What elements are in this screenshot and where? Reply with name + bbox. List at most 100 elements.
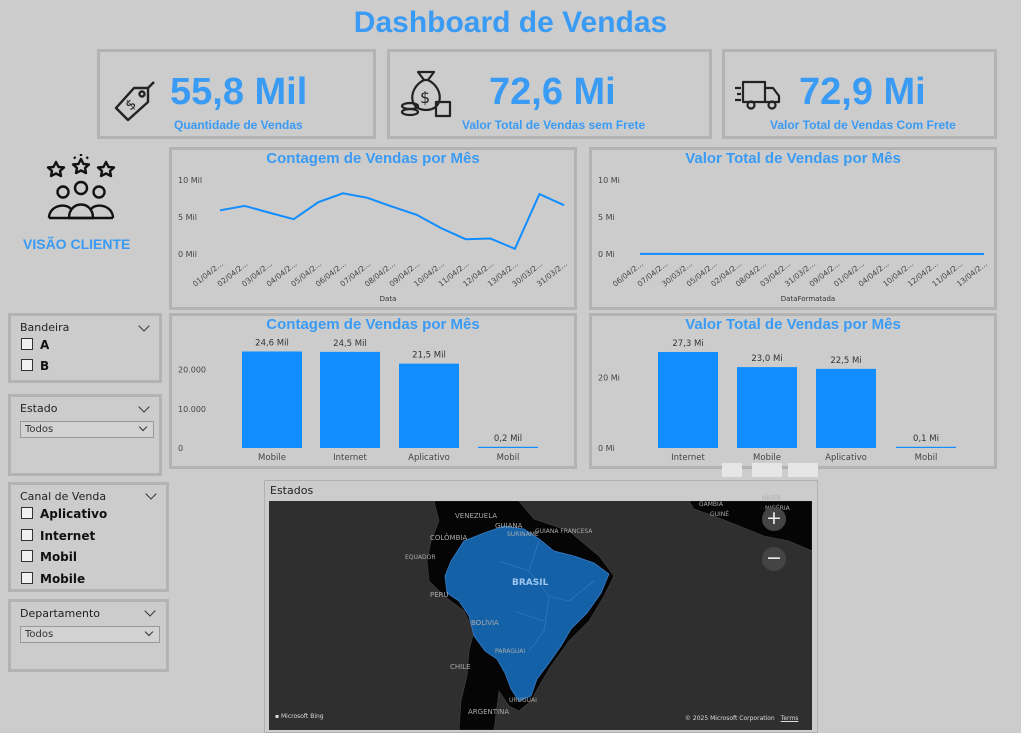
bing-label: Microsoft Bing [280, 713, 324, 720]
more-options-icon[interactable] [788, 463, 818, 477]
slicer-title: Estado [20, 402, 58, 415]
y-tick-label: 10.000 [178, 405, 206, 414]
map-label-uruguai: URUGUAI [509, 697, 537, 704]
copyright-text: © 2025 Microsoft Corporation [685, 715, 775, 722]
slicer-canal-de-venda: Canal de Venda Aplicativo Internet Mobil… [8, 482, 169, 592]
map-label-niger: NÍGER [762, 495, 781, 502]
map-label-guiana: GUIANA [495, 522, 523, 530]
kpi-label: Quantidade de Vendas [174, 118, 303, 132]
checkbox[interactable] [21, 359, 33, 371]
slicer-option-a[interactable]: A [21, 338, 49, 352]
brazil-region[interactable] [444, 525, 610, 702]
delivery-truck-icon [735, 80, 781, 110]
map-label-paraguai: PARAGUAI [495, 648, 526, 655]
series-line [219, 192, 565, 251]
terms-link[interactable]: Terms [780, 715, 799, 722]
map-label-chile: CHILE [450, 663, 471, 671]
slicer-estado: Estado Todos [8, 394, 162, 476]
estado-dropdown[interactable]: Todos [20, 421, 154, 438]
checkbox[interactable] [21, 550, 33, 562]
chevron-down-icon[interactable] [138, 320, 150, 332]
slicer-option-mobil[interactable]: Mobil [21, 550, 77, 564]
x-tick-label: Mobil [915, 453, 938, 463]
map-label-peru: PERU [430, 591, 449, 599]
checkbox[interactable] [21, 572, 33, 584]
x-tick-label: Aplicativo [408, 453, 450, 463]
kpi-card-quantity: $ 55,8 Mil Quantidade de Vendas [97, 49, 376, 139]
focus-mode-icon[interactable] [752, 463, 782, 477]
x-tick-label: Mobile [753, 453, 781, 463]
y-tick-label: 10 Mi [598, 176, 620, 185]
customer-rating-icon [46, 154, 116, 220]
slicer-departamento: Departamento Todos [8, 599, 169, 672]
dropdown-value: Todos [25, 629, 54, 640]
bar [658, 351, 718, 448]
bar [816, 368, 876, 448]
zoom-in-button[interactable]: + [762, 507, 786, 531]
map-label-bolivia: BOLÍVIA [471, 619, 499, 627]
chevron-down-icon[interactable] [138, 401, 150, 413]
data-label: 0,1 Mi [913, 434, 939, 444]
map-title: Estados [270, 484, 314, 497]
map-visual: Estados VENEZUELA GUIANA SURINAME GUIANA… [264, 480, 818, 733]
y-tick-label: 10 Mil [178, 176, 202, 185]
slicer-bandeira: Bandeira A B [8, 313, 162, 383]
bar [478, 446, 538, 448]
line-chart-sales-count: Contagem de Vendas por Mês 0 Mil 5 Mil 10 … [169, 147, 577, 310]
page-title: Dashboard de Vendas [353, 6, 668, 39]
chevron-down-icon [144, 627, 154, 637]
data-label: 24,6 Mil [255, 338, 289, 348]
x-tick-label: Internet [333, 453, 367, 463]
x-tick-label: Mobile [258, 453, 286, 463]
svg-text:$: $ [420, 88, 430, 107]
x-axis-title: DataFormatada [781, 295, 835, 303]
price-tag-icon: $ [114, 81, 155, 122]
map-label-equador: EQUADOR [405, 554, 436, 561]
bar-chart-sales-count: Contagem de Vendas por Mês 0 10.000 20.000… [169, 313, 577, 469]
kpi-value: 72,6 Mi [489, 71, 616, 113]
option-label: Mobil [40, 550, 78, 564]
kpi-label: Valor Total de Vendas sem Frete [462, 118, 646, 132]
y-tick-label: 20 Mi [598, 374, 620, 383]
checkbox[interactable] [21, 529, 33, 541]
departamento-dropdown[interactable]: Todos [20, 626, 160, 643]
slicer-option-b[interactable]: B [21, 359, 49, 373]
bar-chart-sales-value: Valor Total de Vendas por Mês 0 Mi 20 Mi 2… [589, 313, 997, 469]
slicer-option-aplicativo[interactable]: Aplicativo [21, 507, 107, 521]
map-label-argentina: ARGENTINA [468, 708, 510, 716]
map-label-brasil: BRASIL [512, 578, 549, 588]
map-copyright: © 2025 Microsoft Corporation Terms [685, 715, 798, 722]
slicer-option-internet[interactable]: Internet [21, 529, 95, 543]
chart-title: Contagem de Vendas por Mês [266, 150, 480, 167]
y-tick-label: 0 [178, 444, 183, 453]
chevron-down-icon[interactable] [145, 488, 157, 500]
bar-chart-plot: 0 10.000 20.000 24,6 Mil Mobile 24,5 Mil Inter… [178, 338, 538, 463]
option-label: Internet [40, 529, 96, 543]
checkbox[interactable] [21, 338, 33, 350]
map-label-guiana-francesa: GUIANA FRANCESA [535, 528, 593, 535]
chevron-down-icon [138, 422, 148, 432]
kpi-label: Valor Total de Vendas Com Frete [770, 118, 956, 132]
kpi-card-total-with-freight: 72,9 Mi Valor Total de Vendas Com Frete [722, 49, 997, 139]
option-label: Mobile [40, 572, 86, 586]
zoom-out-button[interactable]: − [762, 547, 786, 571]
y-tick-label: 5 Mil [178, 213, 197, 222]
option-label: B [40, 359, 50, 373]
bing-logo: ▪ Microsoft Bing [275, 713, 324, 720]
chart-title: Contagem de Vendas por Mês [266, 316, 480, 333]
client-view-link[interactable]: VISÃO CLIENTE [23, 236, 131, 252]
checkbox[interactable] [21, 507, 33, 519]
slicer-title: Canal de Venda [20, 490, 107, 503]
y-tick-label: 0 Mi [598, 250, 615, 259]
slicer-option-mobile[interactable]: Mobile [21, 572, 85, 586]
filter-icon[interactable] [722, 463, 742, 477]
data-label: 22,5 Mi [830, 356, 861, 366]
map-canvas[interactable] [269, 501, 812, 730]
x-tick-label: Mobil [497, 453, 520, 463]
visual-header [716, 463, 818, 479]
chevron-down-icon[interactable] [144, 605, 156, 617]
chart-title: Valor Total de Vendas por Mês [685, 150, 901, 167]
map-label-guine: GUINÉ [710, 511, 730, 518]
kpi-value: 55,8 Mil [170, 71, 308, 113]
